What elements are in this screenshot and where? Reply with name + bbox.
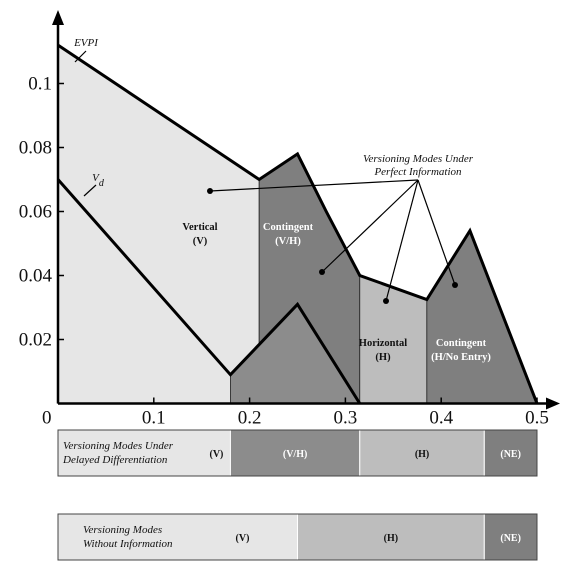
- region-0: [57, 44, 260, 404]
- annotation-leader: [321, 179, 419, 273]
- band-segment-label: (V): [236, 533, 250, 544]
- region-label-0: Vertical: [182, 222, 217, 233]
- x-tick-label: 0: [42, 408, 52, 429]
- annotation-leader: [417, 179, 456, 286]
- y-tick-label: 0.08: [19, 138, 52, 159]
- band-segment: [57, 429, 231, 477]
- vd-line: [56, 178, 362, 405]
- x-tick-label: 0.3: [334, 408, 358, 429]
- bands-layer: (V) (V/H) (H) (NE) Versioning Modes Under Del…: [57, 429, 538, 561]
- band-title-line-1: Versioning Modes: [83, 524, 162, 536]
- x-axis-arrow: [546, 397, 560, 410]
- annotation-dot: [319, 269, 325, 275]
- y-tick-label: 0.1: [28, 74, 52, 95]
- y-tick-label: 0.02: [19, 330, 52, 351]
- annotation-dot: [207, 188, 213, 194]
- vd-shaded-area: [230, 304, 360, 404]
- axes-layer: 0 0.1 0.2 0.3 0.4 0.5 0.02 0.04 0.06 0.08 0.1 EVPI V…: [19, 10, 560, 429]
- evpi-label: EVPI: [73, 37, 99, 49]
- band-segment-label: (V): [209, 449, 223, 460]
- x-tick-label: 0.5: [525, 408, 549, 429]
- band-title-line-1: Versioning Modes Under: [63, 440, 174, 452]
- evpi-leader: [74, 50, 87, 63]
- band-segment-label: (NE): [500, 449, 521, 460]
- band-frame: [57, 429, 538, 477]
- band-segment: [483, 429, 538, 477]
- region-label-2: Horizontal: [359, 338, 407, 349]
- annotation-leader: [209, 179, 419, 192]
- annotation-leader: [385, 179, 419, 302]
- annotation-line-1: Versioning Modes Under: [363, 153, 474, 165]
- annotation-line-2: Perfect Information: [373, 166, 462, 178]
- region-code-1: (V/H): [275, 236, 301, 247]
- vd-fill-layer: [230, 304, 360, 404]
- y-axis-arrow: [52, 10, 64, 25]
- band-segment-label: (V/H): [283, 449, 307, 460]
- band-title-line-2: Without Information: [83, 538, 173, 550]
- annotation-dot: [452, 282, 458, 288]
- band-segment: [57, 513, 298, 561]
- band-segment: [483, 513, 538, 561]
- band-title-line-2: Delayed Differentiation: [62, 454, 168, 466]
- annotation-dot: [383, 298, 389, 304]
- band-segment: [229, 429, 361, 477]
- band-frame: [57, 513, 538, 561]
- evpi-line: [57, 43, 539, 405]
- band-segment-label: (H): [384, 533, 398, 544]
- curves-layer: [56, 43, 539, 405]
- y-tick-label: 0.06: [19, 202, 52, 223]
- vd-leader: [83, 184, 97, 197]
- vd-label: Vd: [92, 172, 105, 189]
- region-code-3: (H/No Entry): [431, 352, 491, 363]
- region-labels-layer: Vertical (V) Contingent (V/H) Horizontal (H) C…: [182, 222, 491, 363]
- band-segment-label: (H): [415, 449, 429, 460]
- x-tick-label: 0.4: [429, 408, 453, 429]
- y-tick-label: 0.04: [19, 266, 53, 287]
- region-label-3: Contingent: [436, 338, 487, 349]
- region-label-1: Contingent: [263, 222, 314, 233]
- band-segment: [359, 429, 485, 477]
- x-tick-label: 0.1: [142, 408, 166, 429]
- region-code-2: (H): [375, 352, 391, 363]
- x-tick-label: 0.2: [238, 408, 262, 429]
- region-code-0: (V): [193, 236, 208, 247]
- region-3: [426, 229, 538, 404]
- band-segment-label: (NE): [500, 533, 521, 544]
